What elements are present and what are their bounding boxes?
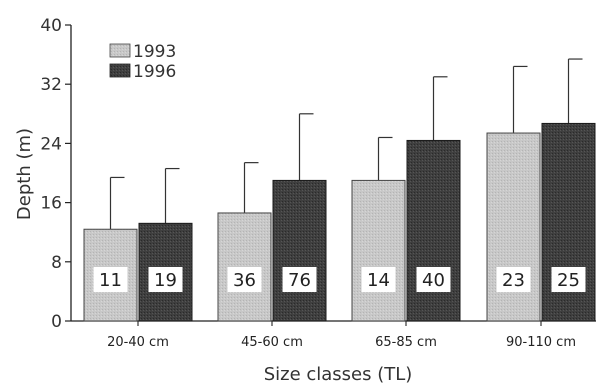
n-label: 14 <box>367 270 390 291</box>
bar-1993-90-110 cm <box>486 132 541 322</box>
bar-1996-45-60 cm <box>272 179 327 322</box>
y-tick-label: 32 <box>40 75 62 95</box>
n-label-box <box>148 267 183 292</box>
legend-swatch-1996 <box>109 63 131 78</box>
n-label: 19 <box>154 270 177 291</box>
bar-1996-65-85 cm <box>406 139 461 322</box>
bar-1993-65-85 cm <box>351 179 406 322</box>
bars: 11 19 36 76 14 40 23 25 <box>83 58 596 322</box>
x-tick-label: 45-60 cm <box>241 335 303 350</box>
n-label-box <box>551 267 586 292</box>
n-label: 40 <box>422 270 445 291</box>
n-label-box <box>496 267 531 292</box>
legend-label-1996: 1996 <box>133 62 176 82</box>
y-tick-label: 0 <box>51 312 62 332</box>
y-tick-label: 24 <box>40 134 62 154</box>
n-label-box <box>416 267 451 292</box>
n-label: 25 <box>557 270 580 291</box>
n-label: 23 <box>502 270 525 291</box>
x-tick-label: 90-110 cm <box>506 335 576 350</box>
x-tick-label: 20-40 cm <box>107 335 169 350</box>
y-tick-label: 16 <box>40 194 62 214</box>
n-label: 76 <box>288 270 311 291</box>
n-label: 36 <box>233 270 256 291</box>
legend-swatch-1993 <box>109 43 131 58</box>
legend-label-1993: 1993 <box>133 42 176 62</box>
y-axis-title: Depth (m) <box>14 128 35 220</box>
legend: 1993 1996 <box>109 42 176 82</box>
x-axis: 20-40 cm 45-60 cm 65-85 cm 90-110 cm <box>71 320 596 350</box>
y-tick-label: 40 <box>40 16 62 36</box>
n-label-box <box>93 267 128 292</box>
x-axis-title: Size classes (TL) <box>264 364 413 385</box>
n-label: 11 <box>99 270 122 291</box>
n-label-box <box>227 267 262 292</box>
y-tick-label: 8 <box>51 253 62 273</box>
y-axis: 0 8 16 24 32 40 <box>40 16 72 332</box>
n-label-box <box>282 267 317 292</box>
x-tick-label: 65-85 cm <box>375 335 437 350</box>
bar-1993-45-60 cm <box>217 212 272 322</box>
n-label-box <box>361 267 396 292</box>
